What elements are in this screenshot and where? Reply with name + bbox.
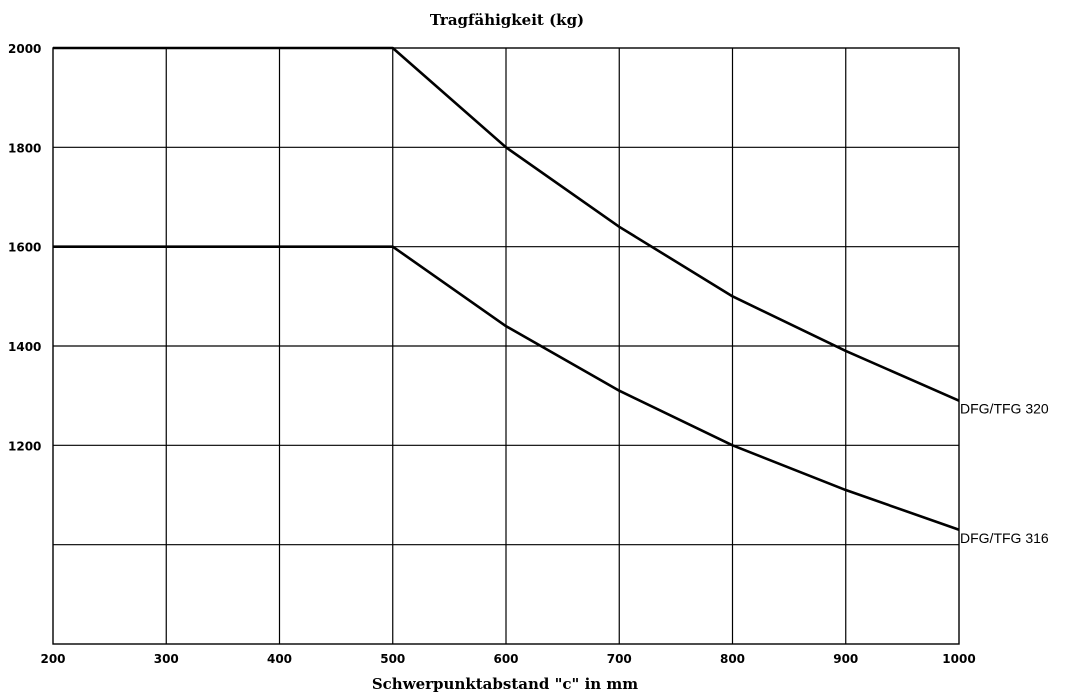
series-line (53, 46, 960, 402)
grid (52, 47, 960, 645)
x-tick-label: 900 (833, 652, 858, 666)
x-axis-label: Schwerpunktabstand "c" in mm (372, 675, 638, 693)
x-tick-label: 500 (380, 652, 405, 666)
y-tick-label: 1600 (8, 241, 41, 255)
series-lines (53, 46, 960, 531)
chart-title: Tragfähigkeit (kg) (430, 11, 584, 29)
y-tick-label: 1200 (8, 439, 41, 453)
y-tick-label: 1800 (8, 141, 41, 155)
x-tick-label: 200 (40, 652, 65, 666)
x-tick-label: 1000 (942, 652, 975, 666)
series-line (53, 245, 960, 531)
y-tick-label: 2000 (8, 42, 41, 56)
series-labels: DFG/TFG 320 DFG/TFG 316 (960, 401, 1049, 546)
plot-frame (52, 47, 960, 645)
series-label: DFG/TFG 320 (960, 401, 1049, 417)
y-tick-label: 1400 (8, 340, 41, 354)
x-tick-label: 600 (493, 652, 518, 666)
x-tick-label: 400 (267, 652, 292, 666)
x-tick-label: 700 (607, 652, 632, 666)
y-axis-ticks: 1200 1400 1600 1800 2000 (8, 42, 41, 453)
x-tick-label: 800 (720, 652, 745, 666)
x-axis-ticks: 200 300 400 500 600 700 800 900 1000 (40, 652, 975, 666)
series-label: DFG/TFG 316 (960, 530, 1049, 546)
x-tick-label: 300 (154, 652, 179, 666)
